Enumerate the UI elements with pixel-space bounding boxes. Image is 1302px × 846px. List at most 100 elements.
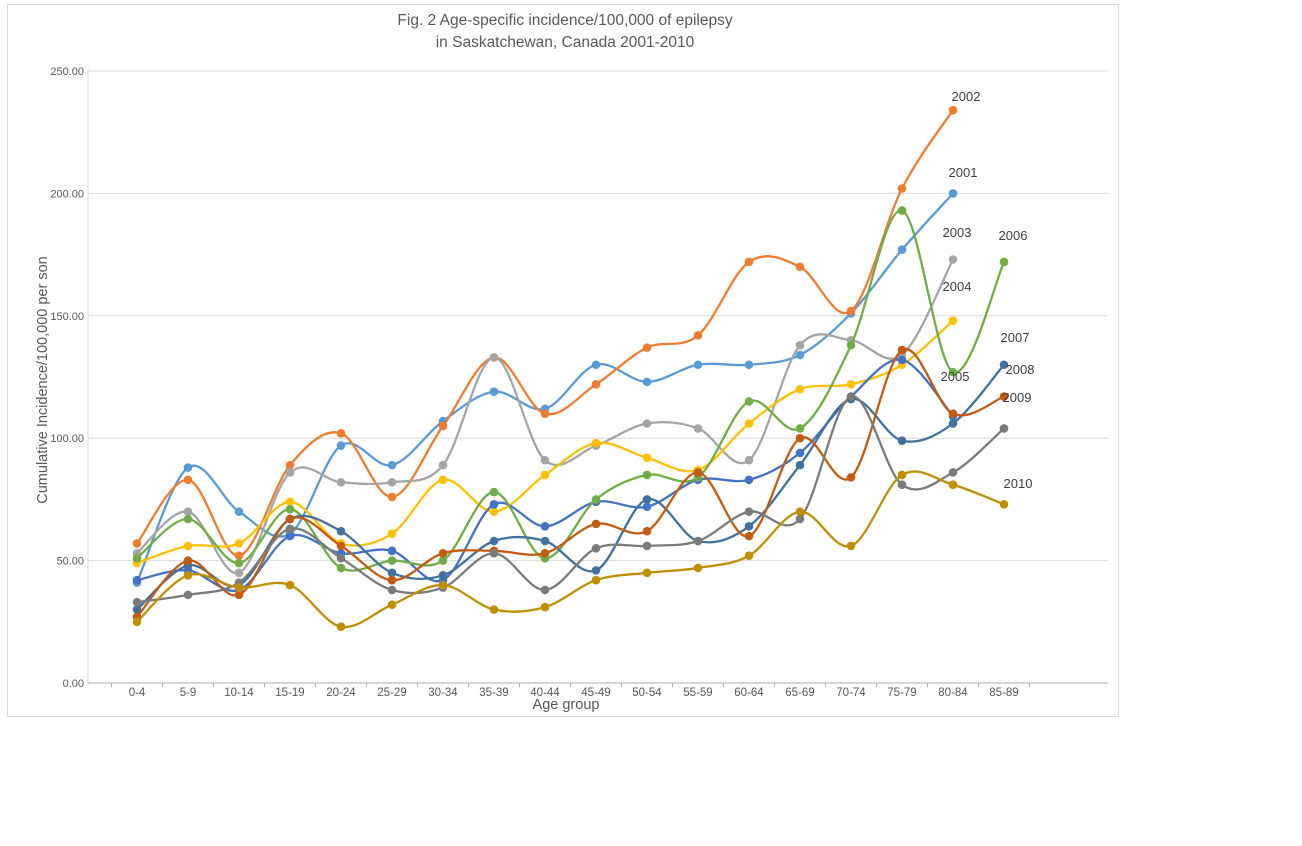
series-2003-marker <box>438 460 448 470</box>
series-2010-marker <box>846 541 856 551</box>
series-2002-marker <box>795 262 805 272</box>
series-2008-marker <box>438 548 448 558</box>
series-2003-marker <box>336 477 346 487</box>
series-2007-marker <box>999 360 1009 370</box>
series-2010-marker <box>948 480 958 490</box>
series-2010-marker <box>285 580 295 590</box>
series-2005-marker <box>489 499 499 509</box>
series-2002-marker <box>285 460 295 470</box>
series-2010-marker <box>999 499 1009 509</box>
series-2001-marker <box>489 387 499 396</box>
series-2009-marker <box>132 597 142 607</box>
series-2008-marker <box>183 556 193 565</box>
x-tick-label-15-19: 15-19 <box>275 687 304 699</box>
series-2002-marker <box>387 492 397 502</box>
series-2008-marker <box>999 392 1009 401</box>
series-2009-marker <box>846 392 856 401</box>
series-2009-marker <box>897 480 907 490</box>
series-2010-marker <box>132 617 142 627</box>
series-2006-marker <box>132 553 142 563</box>
series-2005-marker <box>285 531 295 541</box>
series-2003-marker <box>540 455 550 465</box>
series-2002-marker <box>744 257 754 267</box>
series-2006-marker <box>183 514 193 524</box>
series-2001-marker <box>234 507 244 516</box>
series-2007-marker <box>540 536 550 546</box>
series-2010-marker <box>642 568 652 578</box>
series-2004-marker <box>846 380 856 389</box>
series-2003-marker <box>285 468 295 477</box>
x-tick-label-10-14: 10-14 <box>224 687 254 699</box>
series-2008-marker <box>336 541 346 551</box>
series-2010-marker <box>489 605 499 614</box>
series-2003-line <box>135 258 955 575</box>
series-2006-marker <box>897 206 907 215</box>
series-2001-marker <box>642 377 652 387</box>
series-2006-marker <box>387 556 397 565</box>
x-tick-label-35-39: 35-39 <box>479 687 508 699</box>
x-tick-label-5-9: 5-9 <box>180 687 197 699</box>
series-2010-marker <box>438 580 448 590</box>
series-2009-marker <box>642 541 652 551</box>
series-2002-marker <box>336 429 346 438</box>
series-2009-marker <box>336 553 346 563</box>
series-2008-marker <box>693 468 703 477</box>
series-2005-line <box>135 358 955 592</box>
series-2004-marker <box>540 470 550 480</box>
series-2001-marker <box>387 460 397 470</box>
series-2009-marker <box>540 585 550 595</box>
series-2008-marker <box>795 433 805 443</box>
series-2001-marker <box>591 360 601 370</box>
y-tick-label-150: 150.00 <box>50 311 84 323</box>
x-tick-label-25-29: 25-29 <box>377 687 406 699</box>
series-2003-marker <box>795 340 805 350</box>
series-2006-marker <box>591 495 601 504</box>
x-tick-label-70-74: 70-74 <box>836 687 866 699</box>
series-2007-marker <box>336 526 346 536</box>
series-2009-marker <box>183 590 193 600</box>
series-2001-marker <box>795 350 805 360</box>
series-2007-marker <box>948 419 958 428</box>
series-2009-marker <box>591 544 601 553</box>
series-2003-marker <box>489 353 499 362</box>
series-2005-marker <box>642 502 652 512</box>
series-2009-marker <box>999 424 1009 433</box>
series-2004-marker <box>795 384 805 394</box>
series-2006-marker <box>336 563 346 573</box>
y-tick-label-0: 0.00 <box>63 678 84 690</box>
series-2002-marker <box>693 331 703 340</box>
series-2009-line <box>135 395 1006 604</box>
series-2010-marker <box>387 600 397 609</box>
series-2006-marker <box>489 487 499 497</box>
series-2008-marker <box>540 548 550 558</box>
series-2001-marker <box>183 463 193 472</box>
x-tick-label-60-64: 60-64 <box>734 687 764 699</box>
series-2003-marker <box>948 255 958 264</box>
series-2002-marker <box>591 380 601 389</box>
series-2007-marker <box>591 566 601 575</box>
series-2009-marker <box>744 507 754 516</box>
series-2005-marker <box>387 546 397 556</box>
series-2009-marker <box>285 524 295 534</box>
series-2009-label: 2009 <box>1003 390 1032 405</box>
series-2006-marker <box>948 367 958 377</box>
series-2006-marker <box>234 558 244 568</box>
series-2005-marker <box>744 475 754 485</box>
series-2001-label: 2001 <box>949 165 978 180</box>
x-tick-label-50-54: 50-54 <box>632 687 662 699</box>
series-2010-marker <box>591 575 601 585</box>
series-2002-marker <box>642 343 652 352</box>
series-2008-marker <box>234 590 244 600</box>
series-2004-marker <box>183 541 193 551</box>
series-2002-marker <box>846 306 856 316</box>
series-2002-marker <box>438 421 448 431</box>
series-2010-marker <box>540 602 550 612</box>
series-2008-marker <box>897 345 907 355</box>
chart-title: Fig. 2 Age-specific incidence/100,000 of… <box>240 10 890 54</box>
series-2007-marker <box>132 605 142 614</box>
x-tick-label-45-49: 45-49 <box>581 687 610 699</box>
series-2005-marker <box>540 522 550 531</box>
series-2007-marker <box>897 436 907 445</box>
series-2001-marker <box>336 441 346 450</box>
series-2010-marker <box>744 551 754 561</box>
